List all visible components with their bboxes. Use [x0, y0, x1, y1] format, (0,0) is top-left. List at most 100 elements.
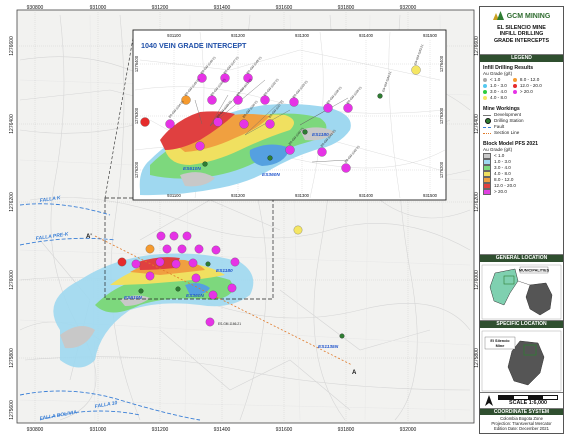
section-a-start: A': [86, 234, 92, 240]
infill-item: 3.0 - 4.0: [483, 89, 507, 95]
svg-text:931400: 931400: [214, 427, 231, 433]
svg-text:1276000: 1276000: [9, 270, 15, 290]
scale-bar: [498, 395, 558, 400]
svg-text:931400: 931400: [214, 5, 231, 11]
coord-line3: Edition Date: December 2021: [494, 426, 549, 431]
svg-text:1276300: 1276300: [439, 107, 444, 124]
general-location-map: MUNICIPALITIES: [481, 264, 562, 320]
north-arrow-icon: [485, 395, 493, 406]
block-item: 12.0 - 20.0: [483, 183, 560, 189]
fault-label-pre-k: FALLA PRE-K: [35, 231, 69, 242]
svg-text:931600: 931600: [276, 427, 293, 433]
block-item: 3.0 - 4.0: [483, 165, 560, 171]
svg-text:931400: 931400: [359, 33, 374, 38]
faults: [19, 203, 201, 421]
legend-title: LEGEND: [480, 55, 563, 62]
station-label-es360n: ES360N: [186, 293, 204, 299]
mine-item-fault: Fault: [483, 124, 560, 130]
svg-text:931100: 931100: [167, 33, 181, 38]
svg-text:ES-GM-1164-21: ES-GM-1164-21: [381, 70, 392, 92]
el-silencio-label: El Silencio: [490, 339, 510, 343]
svg-text:1276400: 1276400: [9, 114, 15, 134]
logo-text: GCM MINING: [506, 12, 551, 20]
infill-title: Infill Drilling Results: [483, 65, 534, 71]
inset-hole-labels: ES-GM-1146-21 ES-GM-1147-21 ES-GM-1148-2…: [168, 43, 425, 163]
y-axis-left: 1276600 1276400 1276200 1276000 1275800 …: [9, 36, 15, 420]
mine-label: Mine: [496, 344, 505, 348]
scale-block: SCALE 1:6,000: [480, 393, 563, 409]
svg-text:1276600: 1276600: [9, 36, 15, 56]
svg-text:1276600: 1276600: [474, 36, 480, 56]
block-item: 1.0 - 3.0: [483, 159, 560, 165]
svg-text:931300: 931300: [295, 193, 310, 198]
station-label-es610n: ES610N: [124, 295, 142, 301]
svg-text:931500: 931500: [423, 33, 438, 38]
inset-title: 1040 VEIN GRADE INTERCEPT: [141, 41, 247, 50]
fault-label-10: FALLA 10: [94, 400, 118, 410]
coordinate-system: COORDINATE SYSTEM Colombia Bogota Zone P…: [480, 409, 563, 433]
svg-text:1276000: 1276000: [474, 270, 480, 290]
general-location: GENERAL LOCATION MUNICIPALITIES: [480, 255, 563, 321]
svg-text:1276400: 1276400: [474, 114, 480, 134]
x-axis-bottom: 930800 931000 931200 931400 931600 93180…: [27, 427, 417, 433]
svg-text:931500: 931500: [423, 193, 438, 198]
infill-item: 12.0 - 20.0: [512, 83, 542, 89]
svg-text:1275800: 1275800: [9, 348, 15, 368]
specific-location: SPECIFIC LOCATION El Silencio Mine: [480, 321, 563, 393]
legend: LEGEND Infill Drilling Results Au Grade …: [480, 55, 563, 255]
svg-text:931800: 931800: [338, 427, 355, 433]
inset-station-es610n: ES610N: [183, 166, 201, 172]
svg-text:931000: 931000: [90, 427, 107, 433]
y-axis-right: 1276600 1276400 1276200 1276000 1275800: [474, 36, 480, 368]
svg-text:1276200: 1276200: [9, 192, 15, 212]
inset-x-axis: 931100 931200 931300 931400 931500 93110…: [167, 33, 437, 198]
svg-text:931600: 931600: [276, 5, 293, 11]
block-item: 4.0 - 8.0: [483, 171, 560, 177]
svg-text:1275600: 1275600: [9, 400, 15, 420]
specific-location-map: El Silencio Mine: [481, 330, 562, 392]
infill-item: 1.0 - 3.0: [483, 83, 507, 89]
map-title: EL SILENCIO MINE INFILL DRILLING GRADE I…: [493, 25, 550, 44]
station-label-es1135n: ES1135N: [318, 344, 339, 350]
specific-location-title: SPECIFIC LOCATION: [480, 321, 563, 328]
main-hole-label: ES-GM-1166-21: [218, 322, 241, 326]
infill-subtitle: Au Grade (g/t): [483, 71, 513, 76]
svg-text:931400: 931400: [359, 193, 374, 198]
svg-text:931000: 931000: [90, 5, 107, 11]
infill-item: < 1.0: [483, 77, 507, 83]
municipalities-label: MUNICIPALITIES: [519, 269, 550, 273]
legend-panel: GCM MINING EL SILENCIO MINE INFILL DRILL…: [479, 6, 564, 434]
title-block: GCM MINING EL SILENCIO MINE INFILL DRILL…: [480, 7, 563, 55]
svg-text:1276400: 1276400: [134, 55, 139, 72]
svg-text:932000: 932000: [400, 5, 417, 11]
svg-text:931300: 931300: [295, 33, 310, 38]
mine-workings-title: Mine Workings: [483, 106, 520, 112]
x-axis-top: 930800 931000 931200 931400 931600 93180…: [27, 5, 417, 11]
main-drill-holes: [117, 225, 345, 339]
general-location-title: GENERAL LOCATION: [480, 255, 563, 262]
fault-label-k: FALLA K: [39, 195, 61, 204]
mine-item-section: Section Line: [483, 130, 560, 136]
svg-text:930800: 930800: [27, 427, 44, 433]
svg-text:1276400: 1276400: [439, 55, 444, 72]
svg-text:1276200: 1276200: [439, 161, 444, 178]
inset-map: [132, 29, 447, 201]
svg-text:930800: 930800: [27, 5, 44, 11]
section-a-end: A: [352, 370, 357, 376]
block-item: < 1.0: [483, 153, 560, 159]
svg-text:931200: 931200: [231, 193, 246, 198]
svg-text:931200: 931200: [152, 427, 169, 433]
infill-item: > 20.0: [512, 89, 542, 95]
svg-text:1276300: 1276300: [134, 107, 139, 124]
block-item: 8.0 - 12.0: [483, 177, 560, 183]
scale-text: SCALE 1:6,000: [508, 400, 548, 406]
coordinate-system-title: COORDINATE SYSTEM: [480, 409, 563, 415]
gcm-logo-icon: [492, 11, 504, 20]
svg-text:931800: 931800: [338, 5, 355, 11]
inset-y-axis: 1276400 1276300 1276200 1276400 1276300 …: [134, 55, 444, 178]
svg-text:1275800: 1275800: [474, 348, 480, 368]
block-model-subtitle: Au Grade (g/t): [483, 147, 513, 152]
mine-item-station: Drilling Station: [483, 118, 560, 124]
svg-text:ES-GM-1163-21: ES-GM-1163-21: [413, 43, 424, 65]
